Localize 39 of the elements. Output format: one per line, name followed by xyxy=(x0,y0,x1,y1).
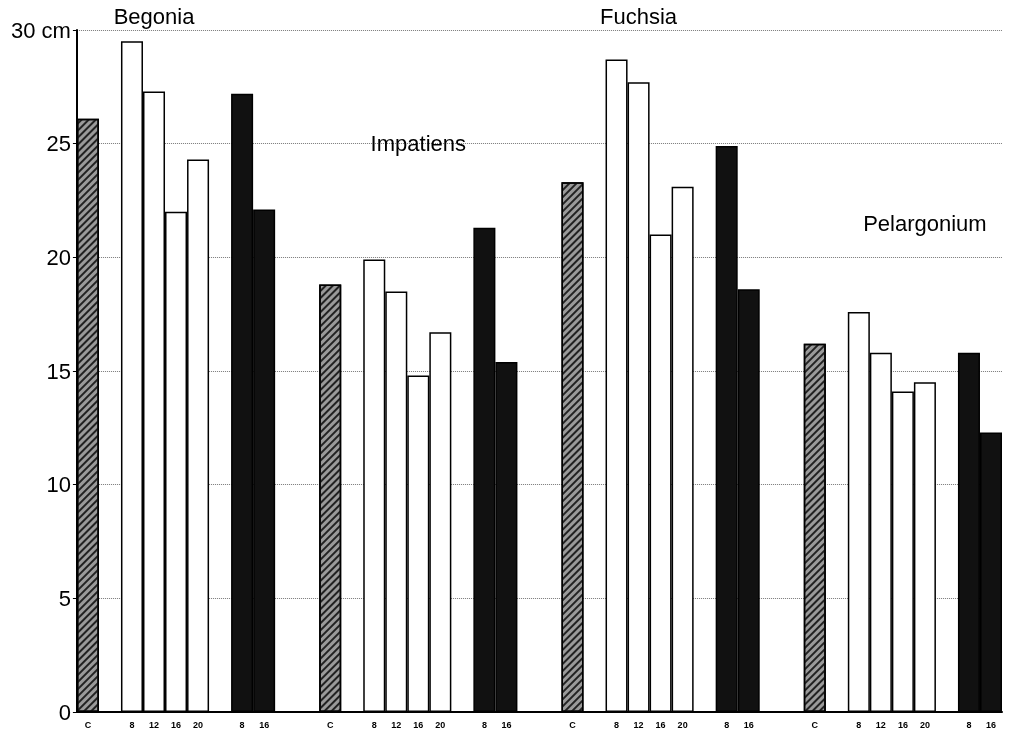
y-tick-label: 30 cm xyxy=(10,17,71,43)
x-tick-label: 20 xyxy=(435,719,446,730)
y-tick-label: 5 xyxy=(58,585,71,611)
x-tick-label: 16 xyxy=(413,719,424,730)
x-tick-label: 16 xyxy=(897,719,908,730)
x-tick-label: 20 xyxy=(677,719,688,730)
x-tick-label: 8 xyxy=(129,719,135,730)
annotation: Impatiens xyxy=(370,131,467,157)
x-tick-label: 16 xyxy=(171,719,182,730)
x-tick-label: 16 xyxy=(655,719,666,730)
annotation: Pelargonium xyxy=(863,210,987,236)
y-tick-label: 0 xyxy=(58,699,71,725)
x-tick-label: 20 xyxy=(919,719,930,730)
text: Fuchsia xyxy=(600,3,678,29)
x-tick-label: 12 xyxy=(391,719,402,730)
x-tick-label: 16 xyxy=(743,719,754,730)
x-tick-label: 12 xyxy=(633,719,644,730)
y-tick-label: 20 xyxy=(46,244,71,270)
y-tick-label: 10 xyxy=(46,472,71,498)
x-tick-label: 12 xyxy=(875,719,886,730)
y-tick-label: 25 xyxy=(46,131,71,157)
x-tick-label: 16 xyxy=(985,719,996,730)
x-tick-label: 8 xyxy=(966,719,972,730)
x-tick-label: 16 xyxy=(259,719,270,730)
x-tick-label: 12 xyxy=(148,719,160,730)
x-tick-label: C xyxy=(326,719,334,730)
y-tick-label: 15 xyxy=(46,358,71,384)
x-tick-label: C xyxy=(84,719,92,730)
x-tick-label: 20 xyxy=(193,719,204,730)
x-tick-label: 8 xyxy=(239,719,245,730)
text: Begonia xyxy=(113,3,196,29)
x-tick-label: C xyxy=(569,719,577,730)
x-tick-label: C xyxy=(811,719,819,730)
x-tick-label: 8 xyxy=(481,719,487,730)
x-tick-label: 8 xyxy=(724,719,730,730)
x-tick-label: 16 xyxy=(501,719,512,730)
x-tick-label: 8 xyxy=(614,719,620,730)
x-tick-label: 8 xyxy=(371,719,377,730)
x-tick-label: 8 xyxy=(856,719,862,730)
